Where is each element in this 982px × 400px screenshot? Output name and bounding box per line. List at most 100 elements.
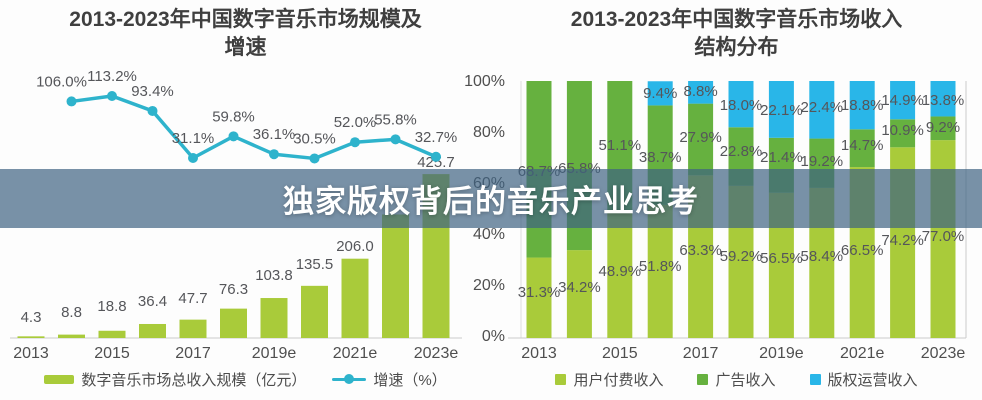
left-chart-title: 2013-2023年中国数字音乐市场规模及 增速 xyxy=(0,6,491,62)
revenue-bar-label: 47.7 xyxy=(178,290,207,307)
segment-label: 9.4% xyxy=(643,85,677,102)
legend-label-ads: 广告收入 xyxy=(715,371,776,389)
right-x-tick-label: 2017 xyxy=(683,345,719,362)
revenue-bar xyxy=(17,336,45,338)
growth-point xyxy=(431,151,441,162)
segment-label: 27.9% xyxy=(679,129,722,146)
growth-point-label: 31.1% xyxy=(172,130,215,147)
segment-label: 58.4% xyxy=(801,248,844,265)
stacked-segment xyxy=(526,257,552,338)
revenue-bar-label: 425.7 xyxy=(417,154,455,171)
segment-label: 56.5% xyxy=(760,250,803,267)
stacked-segment xyxy=(930,81,956,117)
segment-label: 34.2% xyxy=(558,279,601,296)
segment-label: 18.0% xyxy=(720,97,763,114)
stacked-segment xyxy=(566,250,592,338)
headline-title: 独家版权背后的音乐产业思考 xyxy=(283,184,699,219)
right-y-tick-label: 0% xyxy=(482,328,505,345)
left-x-tick-label: 2023e xyxy=(414,345,459,362)
growth-point-label: 55.8% xyxy=(374,111,417,128)
segment-label: 14.7% xyxy=(841,137,884,154)
segment-label: 9.2% xyxy=(926,119,960,136)
legend-label-copyright: 版权运营收入 xyxy=(827,371,918,389)
revenue-bar xyxy=(139,323,166,338)
segment-label: 22.8% xyxy=(720,143,763,160)
segment-label: 38.7% xyxy=(639,149,682,166)
segment-label: 51.8% xyxy=(639,258,682,275)
legend-item-growth: 增速（%） xyxy=(332,369,447,390)
stacked-segment xyxy=(607,212,633,338)
growth-point-label: 32.7% xyxy=(415,129,458,146)
user-pay-swatch-icon xyxy=(555,373,567,385)
revenue-bar-label: 18.8 xyxy=(97,298,126,315)
growth-point xyxy=(390,134,401,145)
growth-point-label: 106.0% xyxy=(36,73,87,90)
left-chart-legend: 数字音乐市场总收入规模（亿元） 增速（%） xyxy=(0,369,491,389)
legend-label-growth: 增速（%） xyxy=(373,371,447,389)
revenue-bar-label: 76.3 xyxy=(219,281,248,298)
segment-label: 18.8% xyxy=(841,97,884,114)
segment-label: 8.8% xyxy=(683,83,717,100)
left-x-tick-label: 2013 xyxy=(13,345,49,362)
right-x-tick-label: 2021e xyxy=(840,345,885,362)
stacked-segment xyxy=(809,81,835,139)
growth-point xyxy=(66,96,77,107)
revenue-bar xyxy=(341,258,369,338)
legend-item-user-pay: 用户付费收入 xyxy=(555,369,663,390)
right-y-tick-label: 20% xyxy=(473,277,505,294)
left-x-tick-label: 2017 xyxy=(175,345,211,362)
revenue-bar-label: 8.8 xyxy=(61,304,82,321)
segment-label: 22.1% xyxy=(760,102,803,119)
segment-label: 21.4% xyxy=(760,149,803,166)
right-y-tick-label: 40% xyxy=(473,226,505,243)
revenue-bar xyxy=(98,330,126,338)
stacked-segment xyxy=(849,129,875,168)
stacked-segment xyxy=(890,81,916,120)
stacked-segment xyxy=(849,81,875,130)
segment-label: 14.9% xyxy=(881,92,924,109)
revenue-bar-label: 4.3 xyxy=(21,309,42,326)
growth-point-label: 36.1% xyxy=(253,126,296,143)
segment-label: 63.3% xyxy=(679,242,722,259)
growth-point xyxy=(269,149,279,160)
growth-point-label: 113.2% xyxy=(87,68,137,85)
right-y-tick-label: 100% xyxy=(464,73,505,90)
line-swatch-icon xyxy=(332,374,367,384)
growth-point-label: 59.8% xyxy=(212,108,255,125)
stacked-segment xyxy=(647,81,673,106)
segment-label: 22.4% xyxy=(801,99,844,116)
segment-label: 74.2% xyxy=(881,232,924,249)
left-chart-title-line2: 增速 xyxy=(224,36,267,59)
ads-swatch-icon xyxy=(697,373,709,385)
legend-label-user-pay: 用户付费收入 xyxy=(573,371,664,389)
bar-swatch-icon xyxy=(44,374,75,384)
revenue-bar xyxy=(179,319,207,338)
revenue-bar xyxy=(220,308,247,338)
growth-point-label: 52.0% xyxy=(334,114,377,131)
stacked-segment xyxy=(688,103,714,176)
right-chart-title-line1: 2013-2023年中国数字音乐市场收入 xyxy=(570,8,903,31)
stacked-segment xyxy=(930,116,956,141)
segment-label: 59.2% xyxy=(720,248,763,265)
segment-label: 19.2% xyxy=(801,153,844,170)
segment-label: 77.0% xyxy=(922,228,965,245)
stacked-segment xyxy=(890,119,916,148)
left-x-tick-label: 2015 xyxy=(94,345,130,362)
revenue-bar-label: 36.4 xyxy=(138,293,167,310)
revenue-bar xyxy=(260,298,288,338)
growth-point xyxy=(228,131,239,142)
growth-point-label: 93.4% xyxy=(131,83,174,100)
revenue-bar xyxy=(58,334,85,338)
segment-label: 10.9% xyxy=(881,122,924,139)
revenue-bar-label: 103.8 xyxy=(255,267,293,284)
segment-label: 51.1% xyxy=(599,137,642,154)
copyright-swatch-icon xyxy=(809,373,821,385)
right-x-tick-label: 2023e xyxy=(921,345,966,362)
growth-point xyxy=(147,105,158,116)
segment-label: 66.5% xyxy=(841,242,884,259)
growth-point xyxy=(309,153,320,164)
right-x-tick-label: 2019e xyxy=(759,345,804,362)
growth-point-label: 30.5% xyxy=(293,130,336,147)
revenue-bar xyxy=(382,214,409,338)
right-chart-title-line2: 结构分布 xyxy=(694,36,779,59)
